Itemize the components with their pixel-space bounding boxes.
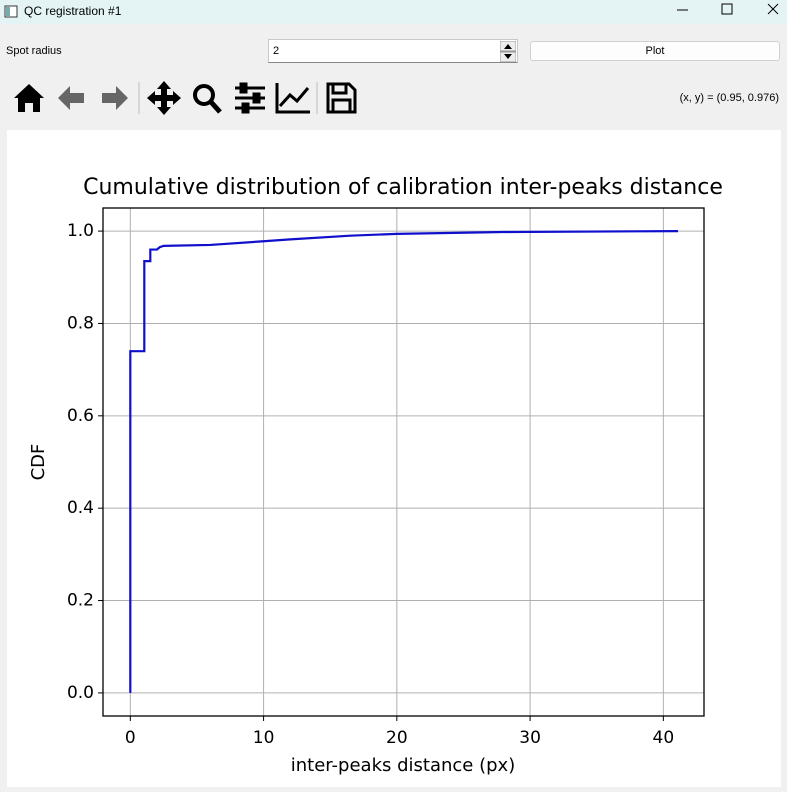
plot-canvas: Cumulative distribution of calibration i… <box>7 130 781 787</box>
y-axis-label: CDF <box>28 444 49 481</box>
home-button[interactable] <box>14 84 44 112</box>
y-tick-label: 0.0 <box>67 683 94 703</box>
window-title: QC registration #1 <box>24 4 122 18</box>
x-tick-label: 0 <box>125 728 136 748</box>
spot-radius-label: Spot radius <box>6 45 62 57</box>
window-controls[interactable] <box>670 0 787 24</box>
y-tick-label: 0.2 <box>67 591 94 611</box>
x-tick-label: 40 <box>653 728 675 748</box>
app-icon <box>4 5 18 18</box>
zoom-button[interactable] <box>193 84 222 114</box>
back-button[interactable] <box>58 86 84 110</box>
y-tick-label: 0.6 <box>67 406 94 426</box>
plot-button[interactable]: Plot <box>530 41 780 61</box>
x-axis-label: inter-peaks distance (px) <box>291 755 515 776</box>
spot-radius-spinbox[interactable]: 2 <box>268 39 518 63</box>
forward-button[interactable] <box>102 86 128 110</box>
chart-title: Cumulative distribution of calibration i… <box>83 175 723 200</box>
y-tick-label: 0.8 <box>67 313 94 333</box>
spinbox-value[interactable]: 2 <box>273 45 280 57</box>
chart: Cumulative distribution of calibration i… <box>28 175 723 776</box>
y-tick-label: 0.4 <box>67 498 94 518</box>
cursor-coordinates: (x, y) = (0.95, 0.976) <box>679 92 779 104</box>
axes-frame <box>102 207 705 717</box>
title-bar: QC registration #1 <box>0 0 787 24</box>
x-tick-label: 10 <box>253 728 275 748</box>
x-tick-label: 20 <box>386 728 408 748</box>
toolbar <box>14 81 357 115</box>
cdf-line <box>129 229 679 693</box>
spin-arrows[interactable] <box>500 41 516 62</box>
y-tick-label: 1.0 <box>67 221 94 241</box>
configure-button[interactable] <box>235 82 265 114</box>
x-tick-label: 30 <box>519 728 541 748</box>
edit-axis-button[interactable] <box>275 83 310 114</box>
save-button[interactable] <box>326 82 357 114</box>
pan-button[interactable] <box>147 81 181 115</box>
